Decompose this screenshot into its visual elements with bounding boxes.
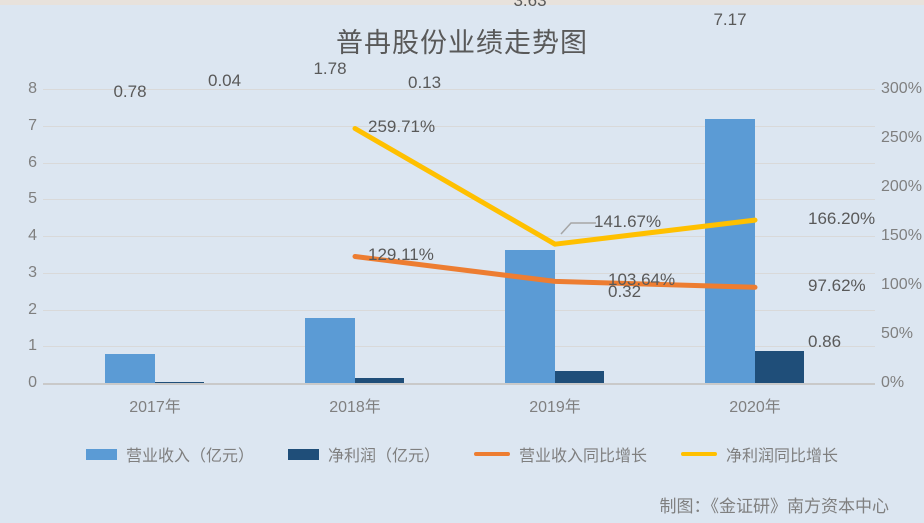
chart-title: 普冉股份业绩走势图 [336, 28, 588, 58]
bar-revenue-2020[interactable] [705, 119, 755, 383]
y-axis-tick-right: 100% [881, 276, 922, 293]
x-axis-tick-2019: 2019年 [529, 399, 581, 416]
y-axis-tick-right: 150% [881, 227, 922, 244]
bar-profit-2019[interactable] [555, 371, 604, 383]
y-axis-tick-right: 200% [881, 178, 922, 195]
label-leader-line [560, 222, 596, 235]
y-axis-tick-right: 250% [881, 129, 922, 146]
bar-profit-2017[interactable] [155, 381, 204, 383]
data-label-profit-2019: 0.32 [608, 282, 642, 301]
y-axis-tick-right: 0% [881, 374, 905, 391]
data-label-profit-2017: 0.04 [208, 71, 242, 90]
data-label-revenue-growth-2019: 103.64% [608, 270, 676, 289]
y-axis-tick-left: 7 [28, 117, 37, 134]
bar-profit-2020[interactable] [755, 351, 804, 383]
data-label-revenue-2018: 1.78 [313, 59, 347, 78]
y-axis-tick-left: 4 [28, 227, 37, 244]
y-axis-tick-left: 5 [28, 190, 37, 207]
y-axis-tick-right: 50% [881, 325, 914, 342]
axis-baseline [43, 383, 875, 385]
data-label-profit-growth-2019: 141.67% [594, 212, 662, 231]
legend-swatch-profit-icon [287, 448, 319, 460]
data-label-profit-growth-2020: 166.20% [808, 209, 876, 228]
data-label-profit-2018: 0.13 [408, 73, 442, 92]
gridline [43, 162, 875, 164]
bar-revenue-2019[interactable] [505, 249, 555, 383]
legend-label-profit: 净利润（亿元） [327, 448, 440, 465]
legend-label-revenue: 营业收入（亿元） [125, 448, 254, 465]
gridline [43, 89, 875, 90]
legend-swatch-profit-growth-icon [681, 452, 718, 456]
data-label-revenue-growth-2020: 97.62% [808, 276, 866, 295]
chart-legend: 营业收入（亿元） 净利润（亿元） 营业收入同比增长 净利润同比增长 [0, 439, 924, 469]
y-axis-tick-left: 8 [28, 80, 37, 97]
data-label-revenue-growth-2018: 129.11% [368, 245, 434, 264]
y-axis-tick-left: 0 [28, 374, 37, 391]
line-profit-growth[interactable] [352, 126, 758, 247]
data-label-profit-2020: 0.86 [808, 332, 842, 351]
bar-revenue-2018[interactable] [305, 317, 355, 383]
line-revenue-growth[interactable] [352, 254, 758, 290]
legend-item-profit[interactable]: 净利润（亿元） [287, 442, 440, 466]
y-axis-tick-left: 3 [28, 264, 37, 281]
data-label-revenue-2019: 3.63 [513, 0, 547, 10]
x-axis-tick-2018: 2018年 [329, 399, 381, 416]
y-axis-tick-right: 300% [881, 80, 922, 97]
gridline [43, 309, 875, 311]
gridline [43, 346, 875, 348]
legend-label-revenue-growth: 营业收入同比增长 [519, 448, 648, 465]
data-label-revenue-2017: 0.78 [113, 82, 147, 101]
legend-swatch-revenue-icon [85, 448, 117, 460]
gridline [43, 236, 875, 237]
bar-revenue-2017[interactable] [105, 354, 155, 383]
y-axis-tick-left: 1 [28, 337, 37, 354]
legend-swatch-revenue-growth-icon [474, 452, 510, 456]
data-label-profit-growth-2018: 259.71% [368, 117, 436, 136]
gridline [43, 272, 875, 274]
x-axis-tick-2017: 2017年 [129, 399, 181, 416]
plot-area: 0.78 0.04 1.78 0.13 129.11% 259.71% 3.63… [43, 0, 876, 385]
x-axis-tick-2020: 2020年 [729, 399, 781, 416]
legend-item-profit-growth[interactable]: 净利润同比增长 [681, 442, 838, 466]
gridline [43, 199, 875, 201]
line-series-layer [352, 126, 758, 290]
gridline [43, 125, 875, 127]
bar-profit-2018[interactable] [355, 378, 404, 383]
legend-item-revenue-growth[interactable]: 营业收入同比增长 [474, 442, 647, 466]
data-label-revenue-2020: 7.17 [713, 10, 747, 29]
chart-credit: 制图：《金证研》南方资本中心 [659, 497, 890, 516]
y-axis-tick-left: 6 [28, 154, 37, 171]
legend-label-profit-growth: 净利润同比增长 [726, 448, 839, 465]
legend-item-revenue[interactable]: 营业收入（亿元） [85, 442, 254, 466]
y-axis-tick-left: 2 [28, 301, 37, 318]
